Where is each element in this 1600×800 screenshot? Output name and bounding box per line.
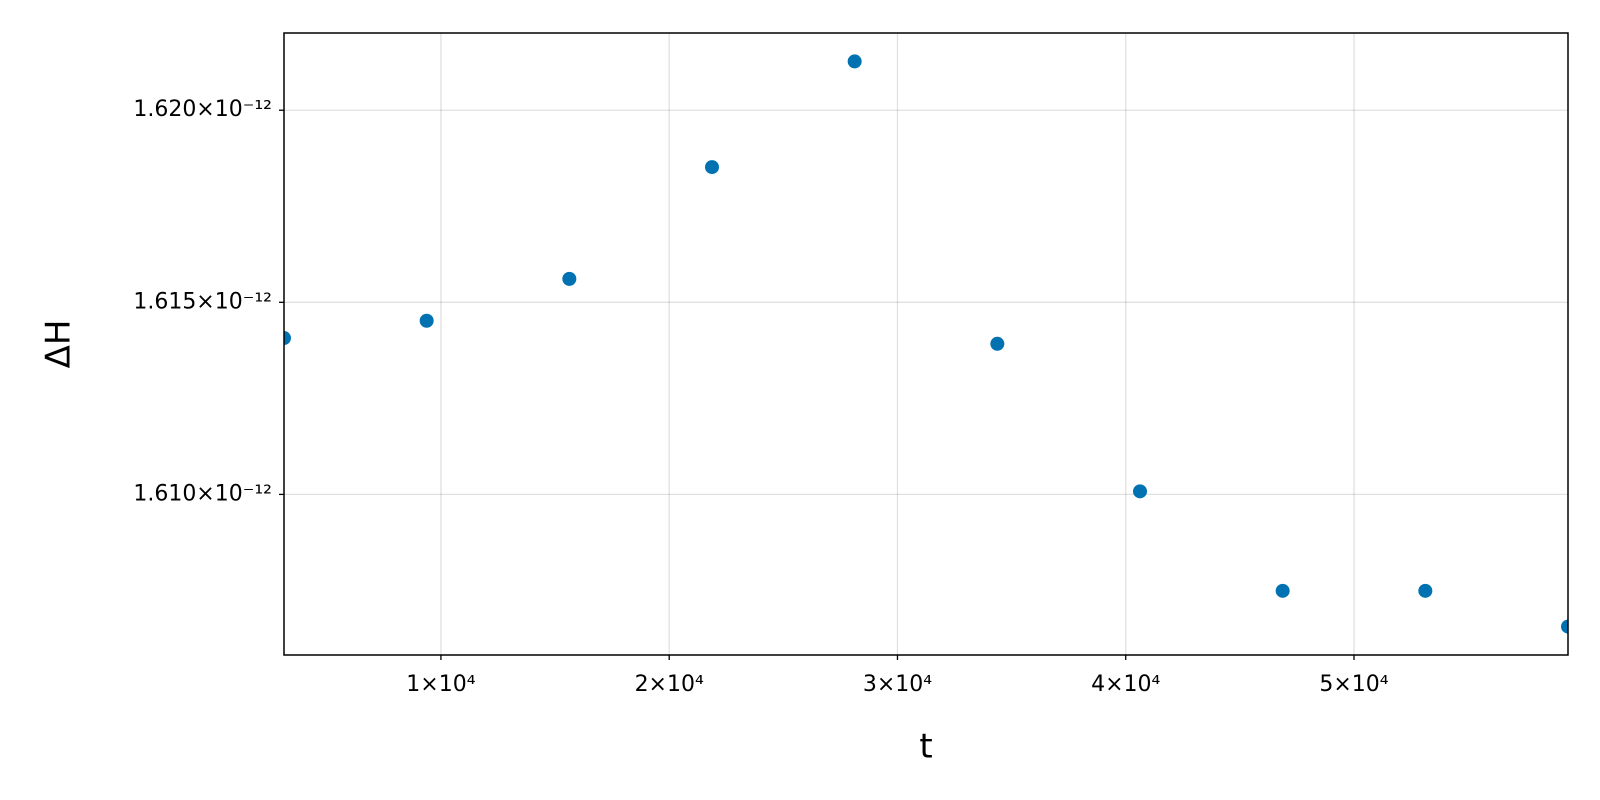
y-tick-label: 1.610×10⁻¹² <box>133 481 272 506</box>
point <box>1133 484 1147 499</box>
grid-layer <box>284 33 1568 655</box>
plot-frame <box>283 32 1569 656</box>
y-tick-label: 1.620×10⁻¹² <box>133 97 272 122</box>
x-tick-label: 3×10⁴ <box>863 672 932 697</box>
point <box>990 336 1005 351</box>
x-tick-label: 4×10⁴ <box>1091 672 1160 697</box>
point <box>847 54 862 69</box>
x-tick-label: 2×10⁴ <box>635 672 704 697</box>
points-layer <box>284 54 1568 634</box>
point <box>562 271 577 286</box>
y-axis-label: ΔH <box>39 320 79 369</box>
point <box>705 160 719 175</box>
point <box>1561 619 1568 634</box>
point <box>1418 583 1433 598</box>
x-tick-label: 1×10⁴ <box>406 672 475 697</box>
x-axis-label: t <box>919 727 932 767</box>
point <box>419 313 434 328</box>
point <box>284 331 291 346</box>
x-tick-label: 5×10⁴ <box>1319 672 1388 697</box>
y-tick-label: 1.615×10⁻¹² <box>133 289 272 314</box>
point <box>1275 583 1290 598</box>
